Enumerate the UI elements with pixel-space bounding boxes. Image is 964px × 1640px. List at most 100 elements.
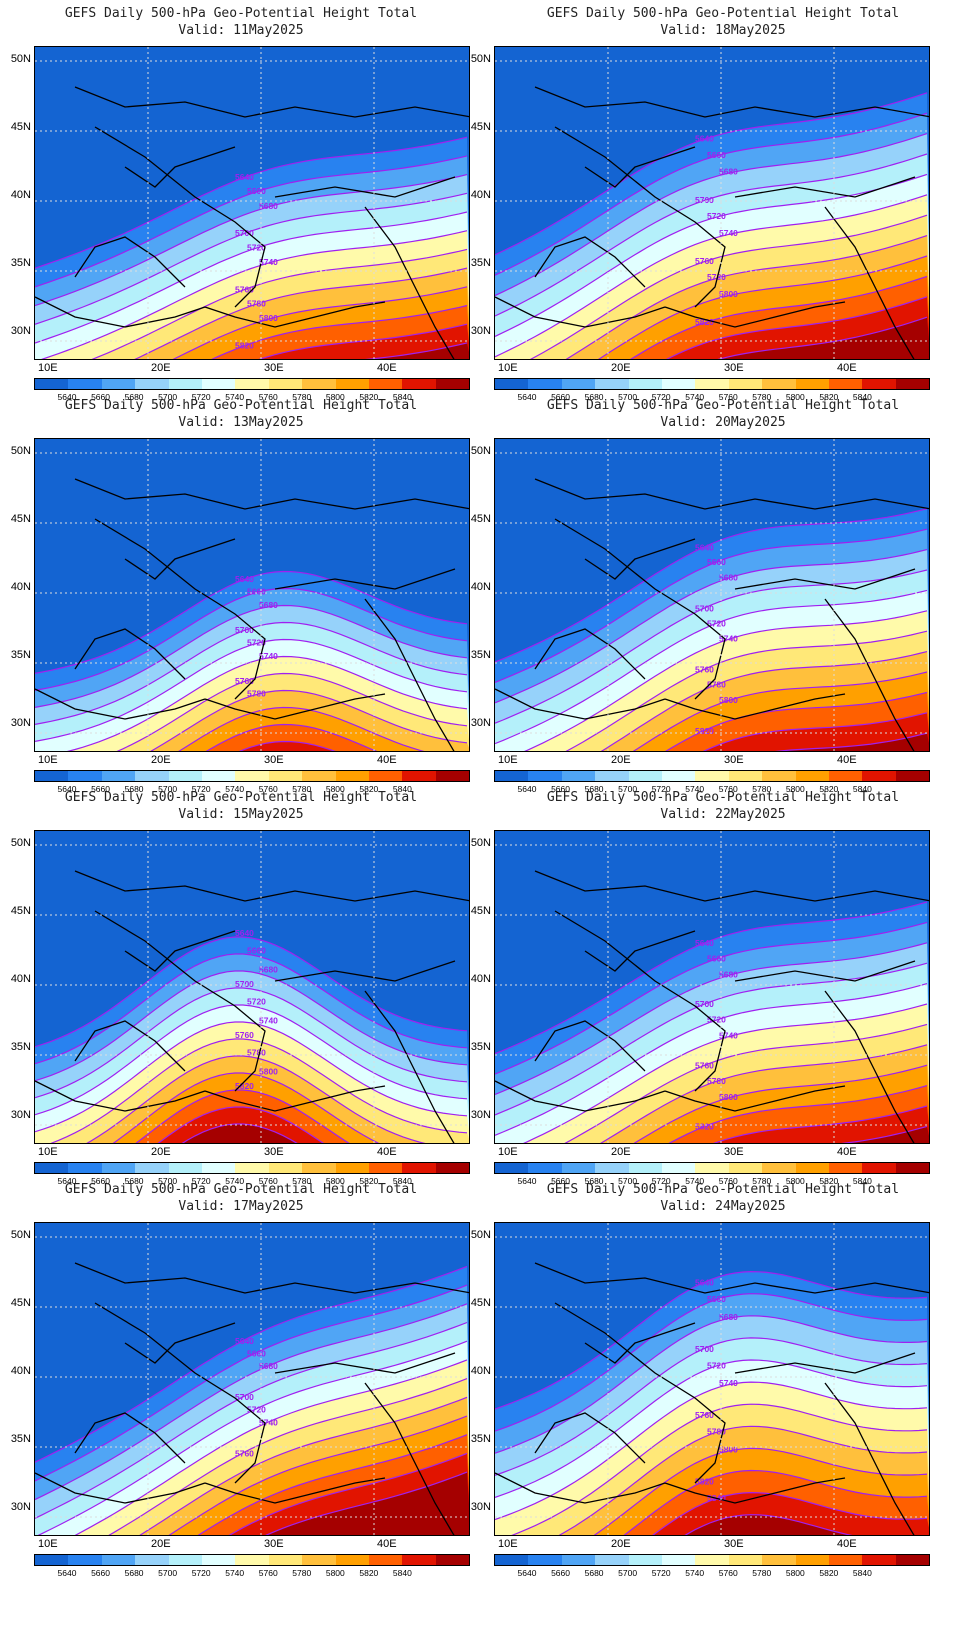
- lon-tick-label: 40E: [377, 362, 397, 374]
- coastline: [534, 1412, 646, 1464]
- coastline: [274, 960, 456, 982]
- contour-line: [197, 1434, 468, 1535]
- contour-line: [598, 255, 928, 359]
- contour-label: 5680: [719, 572, 738, 582]
- contour-label: 5760: [695, 665, 714, 675]
- coastline: [74, 86, 469, 118]
- colorbar-label: 5680: [124, 1568, 144, 1578]
- colorbar-label: 5780: [752, 392, 772, 402]
- coastline: [124, 146, 236, 188]
- colorbar-swatch: [528, 1163, 562, 1173]
- colorbar-swatch: [561, 771, 596, 781]
- lat-tick-label: 45N: [10, 513, 31, 525]
- colorbar-label: 5700: [618, 1176, 638, 1186]
- panel-valid-date: Valid: 15May2025: [178, 807, 304, 822]
- lon-tick-label: 30E: [724, 1538, 744, 1550]
- contour-line: [600, 651, 928, 751]
- colorbar-swatch: [235, 379, 269, 389]
- map-panel: GEFS Daily 500-hPa Geo-Potential Height …: [471, 784, 964, 1194]
- coastline: [534, 870, 929, 902]
- contour-label: 5780: [247, 1047, 266, 1057]
- colorbar-label: 5640: [57, 784, 77, 794]
- map-plot: 5640 5660 5680 5700 5720 5740 5760 5780 5800 5820: [494, 830, 930, 1144]
- contour-line: [495, 173, 928, 337]
- colorbar-swatch: [762, 771, 796, 781]
- lat-tick-label: 35N: [470, 1433, 491, 1445]
- colorbar-label: 5700: [158, 1568, 178, 1578]
- lat-tick-label: 40N: [10, 581, 31, 593]
- coastline: [204, 1085, 386, 1112]
- colorbar-label: 5800: [785, 392, 805, 402]
- coastline: [274, 1352, 456, 1374]
- lon-tick-label: 20E: [611, 754, 631, 766]
- colorbar-swatch: [661, 771, 696, 781]
- colorbar-swatch: [628, 1163, 662, 1173]
- panel-valid-date: Valid: 17May2025: [178, 1199, 304, 1214]
- lon-tick-label: 20E: [151, 754, 171, 766]
- contour-label: 5660: [707, 150, 726, 160]
- lon-tick-label: 30E: [264, 1538, 284, 1550]
- lon-tick-label: 20E: [151, 362, 171, 374]
- colorbar-swatch: [595, 771, 629, 781]
- contour-label: 5760: [695, 1060, 714, 1070]
- map-plot: 5640 5660 5680 5700 5720 5740 5760 5780: [34, 438, 470, 752]
- coastline: [664, 1085, 846, 1112]
- contour-line: [495, 194, 928, 358]
- contour-label: 5820: [235, 340, 254, 350]
- colorbar-swatch: [528, 379, 562, 389]
- colorbar-label: 5660: [551, 1568, 570, 1578]
- contour-line: [495, 901, 928, 1055]
- panel-title: GEFS Daily 500-hPa Geo-Potential Height …: [64, 790, 418, 805]
- lon-tick-label: 30E: [264, 754, 284, 766]
- contour-label: 5720: [247, 1404, 266, 1414]
- colorbar-swatch: [495, 379, 529, 389]
- coastline: [495, 1080, 666, 1112]
- contour-line: [116, 672, 468, 751]
- lat-tick-label: 30N: [10, 1501, 31, 1513]
- contour-line: [35, 638, 468, 742]
- contour-line: [41, 230, 468, 359]
- colorbar-label: 5740: [225, 1568, 245, 1578]
- colorbar-swatch: [528, 771, 562, 781]
- colorbar-swatch: [402, 379, 436, 389]
- contour-label: 5640: [235, 928, 254, 938]
- contour-line: [495, 1359, 928, 1498]
- colorbar-swatch: [528, 1555, 562, 1565]
- contour-line: [135, 1089, 350, 1143]
- contour-line: [558, 1425, 928, 1535]
- colorbar-label: 5840: [392, 1176, 412, 1186]
- contour-label: 5660: [247, 586, 266, 596]
- coastline: [824, 1382, 915, 1535]
- contour-line: [495, 1293, 928, 1432]
- coastline: [534, 628, 646, 680]
- colorbar-label: 5720: [191, 1176, 211, 1186]
- contour-label: 5680: [259, 964, 278, 974]
- coastline: [554, 126, 726, 308]
- lon-tick-label: 20E: [611, 362, 631, 374]
- lat-tick-label: 40N: [10, 973, 31, 985]
- colorbar-swatch: [335, 379, 369, 389]
- colorbar-swatch: [795, 1163, 829, 1173]
- contour-line: [564, 1023, 928, 1143]
- contour-line: [495, 153, 928, 317]
- coastline: [204, 301, 386, 328]
- colorbar-swatch: [68, 771, 102, 781]
- colorbar-label: 5660: [91, 1176, 110, 1186]
- colorbar-label: 5780: [292, 784, 312, 794]
- colorbar-swatch: [235, 1555, 269, 1565]
- height-band: [260, 324, 469, 359]
- contour-label: 5640: [695, 938, 714, 948]
- colorbar-swatch: [268, 379, 303, 389]
- colorbar-label: 5720: [651, 1568, 671, 1578]
- colorbar-swatch: [762, 1555, 796, 1565]
- lat-tick-label: 40N: [10, 1365, 31, 1377]
- lat-tick-label: 45N: [470, 513, 491, 525]
- coastline: [364, 206, 455, 359]
- contour-label: 5700: [235, 979, 254, 989]
- height-band: [719, 317, 929, 359]
- contour-line: [495, 1270, 928, 1410]
- contour-line: [495, 133, 928, 297]
- lon-tick-label: 40E: [837, 1146, 857, 1158]
- colorbar-swatch: [895, 771, 930, 781]
- coastline: [204, 1477, 386, 1504]
